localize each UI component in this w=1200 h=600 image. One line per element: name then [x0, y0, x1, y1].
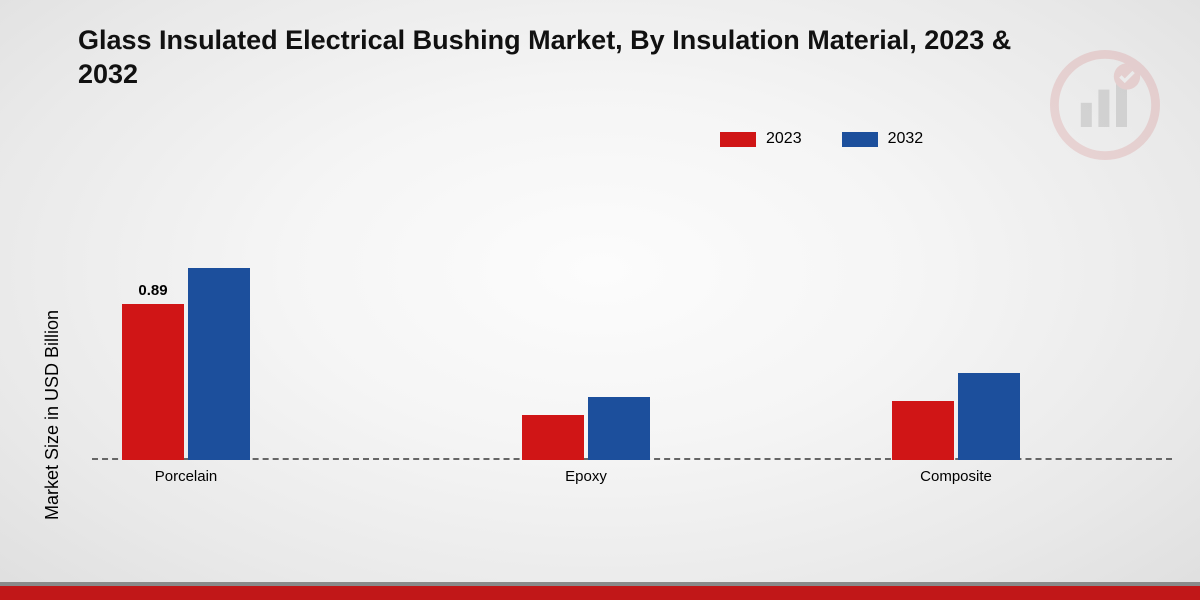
y-axis-label: Market Size in USD Billion	[42, 310, 63, 520]
bar	[522, 415, 584, 461]
x-axis-category-label: Epoxy	[565, 468, 607, 485]
bar	[892, 401, 954, 461]
chart-page: Glass Insulated Electrical Bushing Marke…	[0, 0, 1200, 600]
bar-group: 0.89	[122, 268, 250, 461]
bar-group	[892, 373, 1020, 461]
legend-swatch	[842, 132, 878, 147]
legend-swatch	[720, 132, 756, 147]
x-axis-category-label: Porcelain	[155, 468, 218, 485]
legend: 2023 2032	[720, 130, 923, 148]
bar	[958, 373, 1020, 461]
legend-item: 2023	[720, 130, 802, 148]
bar	[588, 397, 650, 460]
bar: 0.89	[122, 304, 184, 460]
chart-title: Glass Insulated Electrical Bushing Marke…	[78, 24, 1078, 92]
bar-value-label: 0.89	[138, 282, 167, 299]
legend-label: 2023	[766, 130, 802, 148]
bar-group	[522, 397, 650, 460]
plot-area: 0.89PorcelainEpoxyComposite	[92, 180, 1172, 460]
legend-item: 2032	[842, 130, 924, 148]
legend-label: 2032	[888, 130, 924, 148]
footer-band	[0, 586, 1200, 600]
x-axis-category-label: Composite	[920, 468, 992, 485]
bar	[188, 268, 250, 461]
